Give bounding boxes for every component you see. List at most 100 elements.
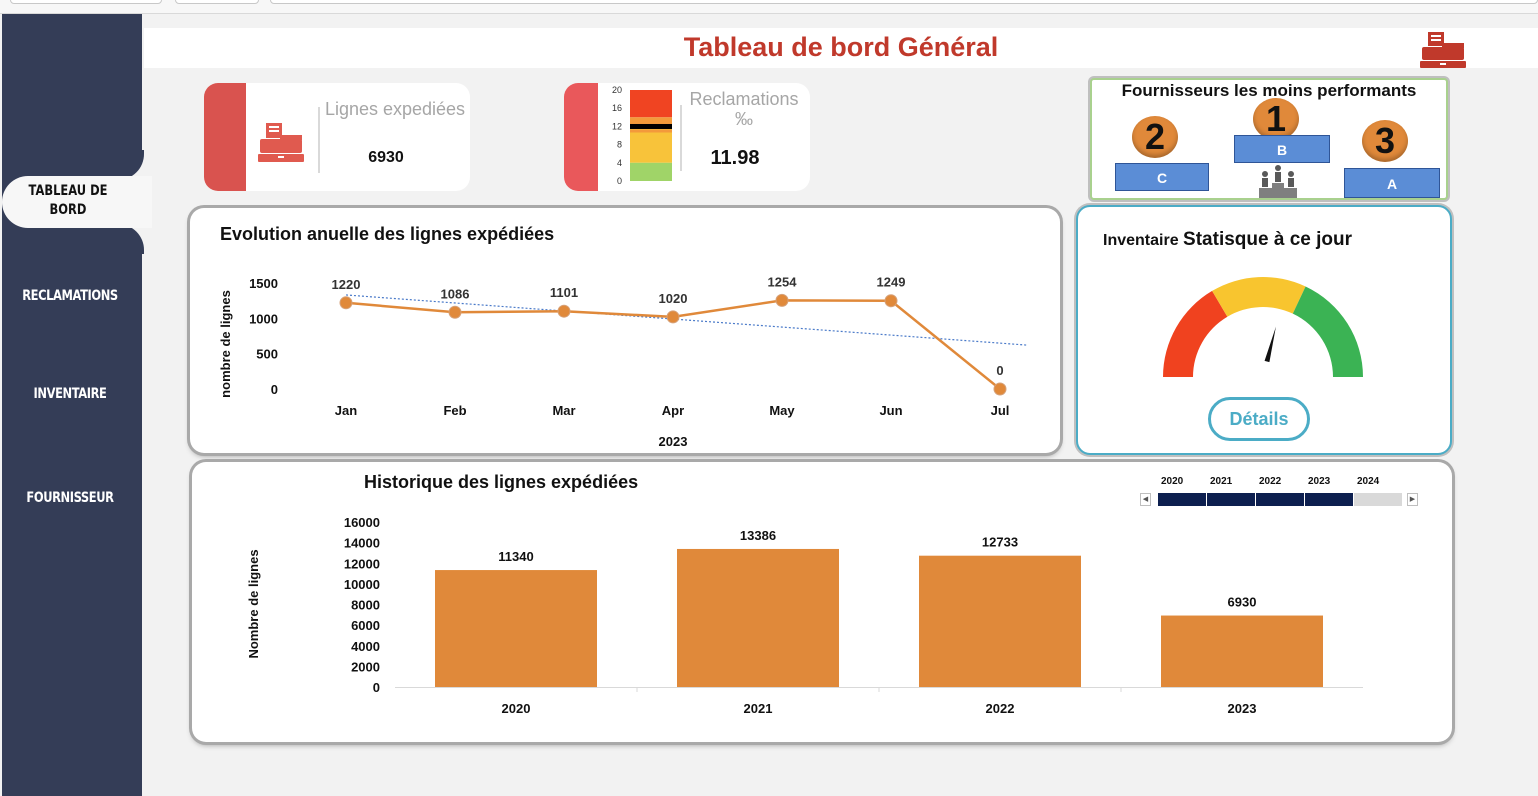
slicer-year-cell[interactable] [1158,493,1206,506]
data-label: 12733 [982,535,1018,550]
x-tick-label: Mar [552,403,575,418]
data-label: 1086 [441,286,470,301]
slicer-year-label: 2021 [1210,476,1233,487]
slicer-year-label: 2022 [1259,476,1282,487]
data-point [775,293,789,307]
bar-chart: 16000 14000 12000 10000 8000 6000 4000 2000 0 Nom… [246,515,1363,716]
sidebar-item-reclamations[interactable]: RECLAMATIONS [22,288,118,304]
data-point [557,304,571,318]
data-point [993,382,1007,396]
kpi-lignes-label: Lignes expediées [324,99,466,119]
slicer-year-label: 2020 [1161,476,1184,487]
x-tick-label: 2022 [986,701,1015,716]
rank-3-medal: 3 [1362,120,1408,162]
kpi-reclamations: 20 16 12 8 4 0 Reclamations ‰ 11.98 [564,83,810,191]
x-tick-label: May [769,403,795,418]
sidebar-notch-top [92,150,144,180]
rank-1-supplier[interactable]: B [1234,135,1330,163]
slicer-year-label: 2024 [1357,476,1380,487]
line-chart: 1500 1000 500 0 nombre de lignes Jan Feb Mar Apr… [218,274,1029,449]
sidebar-item-tableau-de-bord-label: TABLEAU DE BORD [28,183,108,218]
data-point [884,294,898,308]
y-tick-label: 0 [271,382,278,397]
slicer-year-cell[interactable] [1256,493,1304,506]
gauge-needle [1264,326,1276,363]
bar-chart-panel: Historique des lignes expédiées 16000 140… [192,462,1452,742]
header: Tableau de bord Général [144,28,1538,68]
y-tick-label: 4000 [351,639,380,654]
slicer-year-label: 2023 [1308,476,1331,487]
top-field-1[interactable] [10,0,162,4]
data-label: 0 [996,363,1003,378]
scale-tick-label: 16 [612,103,622,113]
slicer-scroll-left-icon[interactable]: ◀ [1140,493,1151,506]
kpi-reclamations-value: 11.98 [710,147,760,169]
line-chart-panel: Evolution anuelle des lignes expédiées 1… [190,208,1060,453]
gauge-segment-red [1163,290,1228,377]
gauge-segment-yellow [1212,277,1306,317]
scale-band [630,117,672,127]
rank-2-medal: 2 [1132,116,1178,158]
slicer-scroll-right-icon[interactable]: ▶ [1407,493,1418,506]
x-tick-label: Jun [879,403,902,418]
scale-tick-label: 4 [617,158,622,168]
y-tick-label: 500 [256,347,278,362]
scale-indicator-edge [630,129,672,133]
data-point [666,310,680,324]
x-tick-label: Apr [662,403,684,418]
bar [1161,615,1323,687]
y-tick-label: 0 [373,680,380,695]
bar [435,570,597,687]
sidebar-notch-bottom [92,224,144,254]
inventory-panel: Inventaire Statisque à ce jour Détails [1076,205,1452,455]
sidebar [2,14,142,796]
data-label: 6930 [1228,595,1257,610]
y-tick-label: 6000 [351,618,380,633]
podium-icon [1259,165,1297,198]
y-tick-label: 1000 [249,311,278,326]
trendline [345,294,1029,346]
details-button[interactable]: Détails [1208,397,1310,441]
slicer-year-cell[interactable] [1305,493,1353,506]
y-tick-label: 1500 [249,276,278,291]
data-label: 1220 [332,277,361,292]
scale-band [630,162,672,181]
rank-2-supplier[interactable]: C [1115,163,1209,191]
slicer-year-cell[interactable] [1207,493,1255,506]
data-label: 1254 [768,274,798,289]
year-timeline-slicer: 2020 2021 2022 2023 2024 ◀ ▶ [1140,476,1418,510]
window-top-strip [0,0,1538,14]
kpi-separator [680,105,682,171]
sidebar-item-fournisseur[interactable]: FOURNISSEUR [26,490,114,506]
top-field-2[interactable] [175,0,259,4]
scale-tick-label: 20 [612,85,622,95]
cash-register-icon [1420,32,1466,68]
inventory-gauge [1163,277,1363,377]
scale-tick-label: 0 [617,176,622,186]
data-label: 11340 [498,549,533,564]
scale-band [630,90,672,118]
rank-3-supplier[interactable]: A [1344,168,1440,198]
x-tick-label: Jul [991,403,1010,418]
y-tick-label: 8000 [351,598,380,613]
sidebar-item-tableau-de-bord[interactable] [2,176,152,228]
y-tick-label: 12000 [344,556,380,571]
x-tick-label: Jan [335,403,357,418]
sidebar-item-inventaire[interactable]: INVENTAIRE [33,386,107,402]
formula-bar[interactable] [270,0,1538,4]
x-tick-label: Feb [443,403,466,418]
x-axis-label: 2023 [659,434,688,449]
data-point [339,296,353,310]
data-label: 1101 [550,285,578,300]
slicer-year-cell[interactable] [1354,493,1402,506]
kpi-reclamations-label: Reclamations ‰ [689,89,799,129]
inventory-title: Inventaire Statisque à ce jour [1103,229,1352,250]
y-axis-label: Nombre de lignes [246,549,261,658]
scale-indicator [630,123,672,129]
y-tick-label: 2000 [351,659,380,674]
data-label: 1249 [877,275,906,290]
suppliers-title: Fournisseurs les moins performants [1121,81,1417,100]
scale-tick-label: 8 [617,140,622,150]
y-tick-label: 10000 [344,577,380,592]
x-tick-label: 2021 [744,701,773,716]
